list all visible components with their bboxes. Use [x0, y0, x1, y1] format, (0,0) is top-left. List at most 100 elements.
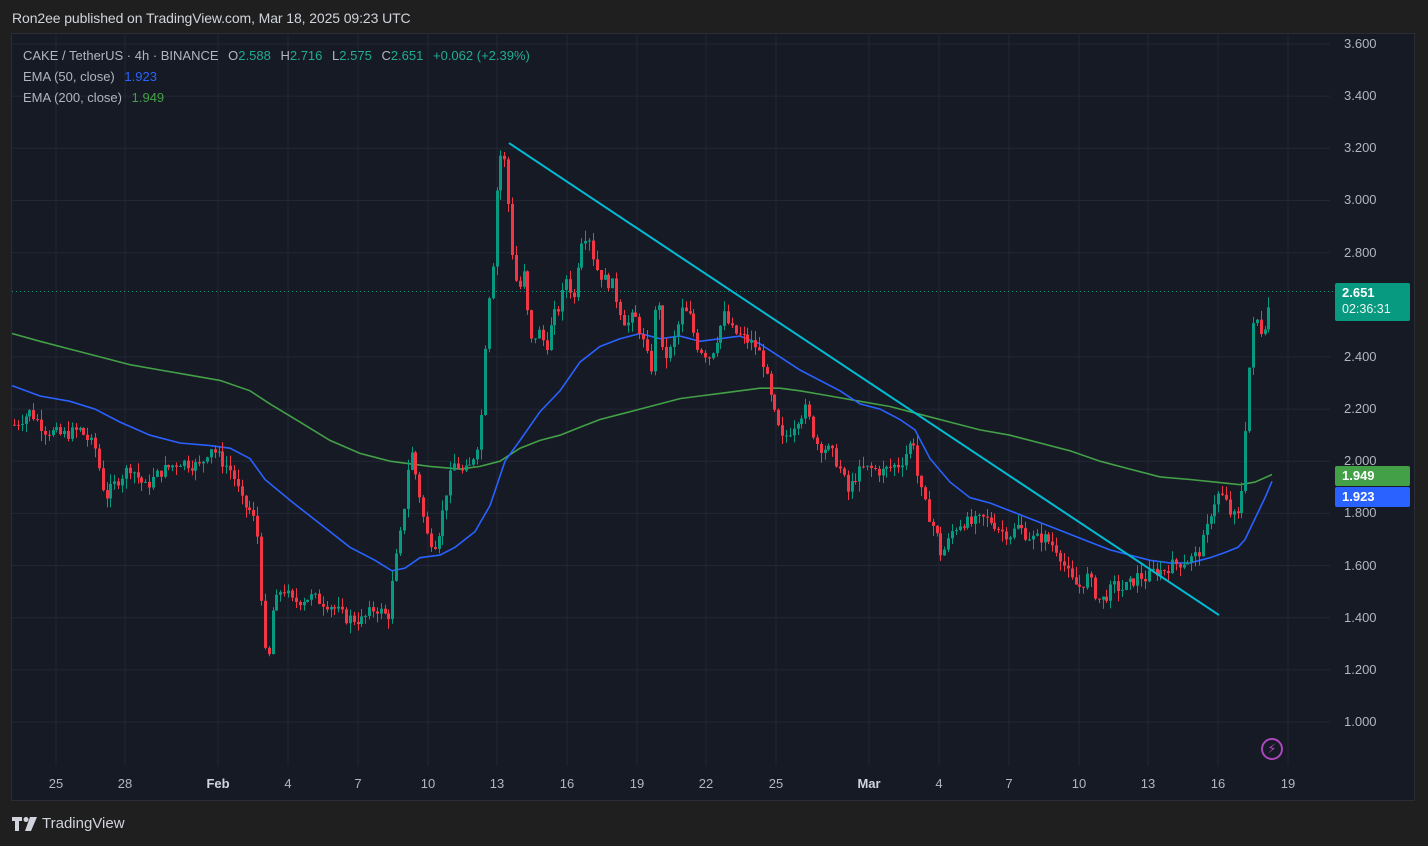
candle-body	[465, 465, 468, 471]
candle-body	[55, 427, 58, 431]
tradingview-logo[interactable]: TradingView	[12, 815, 125, 832]
candle-body	[1152, 568, 1155, 571]
candle-body	[264, 600, 267, 648]
candle-body	[1256, 319, 1259, 324]
candle-body	[1217, 493, 1220, 505]
candle-body	[862, 466, 865, 468]
price-tick-label: 3.200	[1344, 140, 1377, 156]
candle-body	[194, 462, 197, 471]
candle-body	[1017, 524, 1020, 529]
candle-body	[584, 240, 587, 244]
candle-body	[36, 419, 39, 421]
candle-body	[218, 451, 221, 453]
candle-body	[936, 525, 939, 534]
candle-body	[1206, 523, 1209, 535]
candle-body	[700, 349, 703, 353]
candle-body	[615, 278, 618, 302]
candle-body	[492, 266, 495, 299]
candle-body	[310, 594, 313, 600]
candle-body	[476, 449, 479, 460]
last-price-tag: 2.651 02:36:31	[1335, 283, 1410, 321]
candle-body	[781, 425, 784, 436]
candle-body	[1159, 570, 1162, 576]
bolt-icon[interactable]: ⚡	[1261, 738, 1283, 760]
change-value: +0.062 (+2.39%)	[433, 48, 530, 63]
candle-body	[681, 307, 684, 325]
candle-body	[804, 404, 807, 419]
candle-body	[638, 316, 641, 334]
price-tick-label: 1.400	[1344, 609, 1377, 625]
candle-body	[831, 445, 834, 449]
open-label: O	[228, 48, 239, 63]
candle-body	[519, 280, 522, 287]
candle-body	[86, 434, 89, 441]
candle-body	[275, 594, 278, 611]
candle-body	[1067, 565, 1070, 569]
candle-body	[577, 267, 580, 298]
candle-body	[1051, 541, 1054, 546]
date-tick-label: 7	[354, 776, 362, 791]
symbol-label[interactable]: CAKE / TetherUS · 4h · BINANCE	[23, 48, 219, 63]
candle-body	[1179, 564, 1182, 568]
candle-body	[689, 311, 692, 314]
candle-body	[17, 424, 20, 426]
candle-body	[827, 445, 830, 450]
candle-body	[565, 279, 568, 290]
candle-body	[488, 298, 491, 349]
candle-body	[430, 533, 433, 548]
candle-body	[40, 419, 43, 431]
price-tick-label: 2.200	[1344, 401, 1377, 417]
chart-legend: CAKE / TetherUS · 4h · BINANCE O2.588 H2…	[23, 45, 530, 108]
candle-body	[1113, 581, 1116, 585]
candle-body	[198, 462, 201, 464]
candle-body	[384, 608, 387, 614]
candle-body	[152, 476, 155, 488]
candle-body	[665, 346, 668, 359]
candle-body	[866, 465, 869, 467]
candle-body	[978, 514, 981, 516]
candle-body	[777, 409, 780, 426]
candle-body	[210, 449, 213, 458]
candle-body	[187, 460, 190, 469]
ema200-row[interactable]: EMA (200, close) 1.949	[23, 87, 530, 108]
date-tick-label: 13	[1140, 776, 1156, 791]
trendline[interactable]	[508, 142, 1220, 616]
candle-body	[631, 312, 634, 323]
chart-panel[interactable]	[11, 33, 1415, 801]
date-tick-label: Mar	[857, 776, 881, 791]
candle-body	[403, 508, 406, 531]
candle-body	[357, 621, 360, 625]
candle-body	[816, 437, 819, 444]
high-label: H	[280, 48, 290, 63]
candle-body	[1167, 571, 1170, 574]
candle-body	[25, 416, 28, 424]
candle-body	[820, 443, 823, 453]
candle-body	[808, 404, 811, 417]
candle-body	[1086, 573, 1089, 588]
high-value: 2.716	[289, 48, 323, 63]
price-tick-label: 1.000	[1344, 714, 1377, 729]
price-tick-label: 1.600	[1344, 557, 1377, 573]
candle-body	[148, 481, 151, 488]
open-value: 2.588	[238, 48, 271, 63]
date-tick-label: 25	[768, 776, 784, 791]
candle-body	[550, 325, 553, 351]
candle-body	[851, 480, 854, 492]
candle-body	[1005, 531, 1008, 540]
candle-body	[164, 464, 167, 477]
candle-body	[1248, 367, 1251, 432]
candle-body	[113, 481, 116, 484]
ema50-row[interactable]: EMA (50, close) 1.923	[23, 66, 530, 87]
candle-body	[179, 465, 182, 467]
candle-body	[912, 443, 915, 446]
candle-body	[333, 607, 336, 609]
candle-body	[1144, 578, 1147, 582]
candle-body	[546, 340, 549, 351]
candle-body	[233, 470, 236, 480]
candle-body	[472, 459, 475, 465]
candle-body	[202, 461, 205, 464]
candle-body	[939, 533, 942, 556]
candle-body	[538, 329, 541, 339]
ema200-price-tag: 1.949	[1335, 466, 1410, 486]
